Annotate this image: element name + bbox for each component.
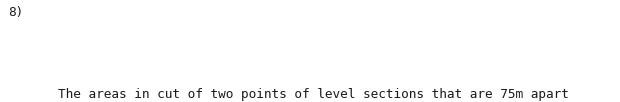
Text: 8): 8): [8, 6, 24, 19]
Text: The areas in cut of two points of level sections that are 75m apart: The areas in cut of two points of level …: [58, 88, 569, 101]
